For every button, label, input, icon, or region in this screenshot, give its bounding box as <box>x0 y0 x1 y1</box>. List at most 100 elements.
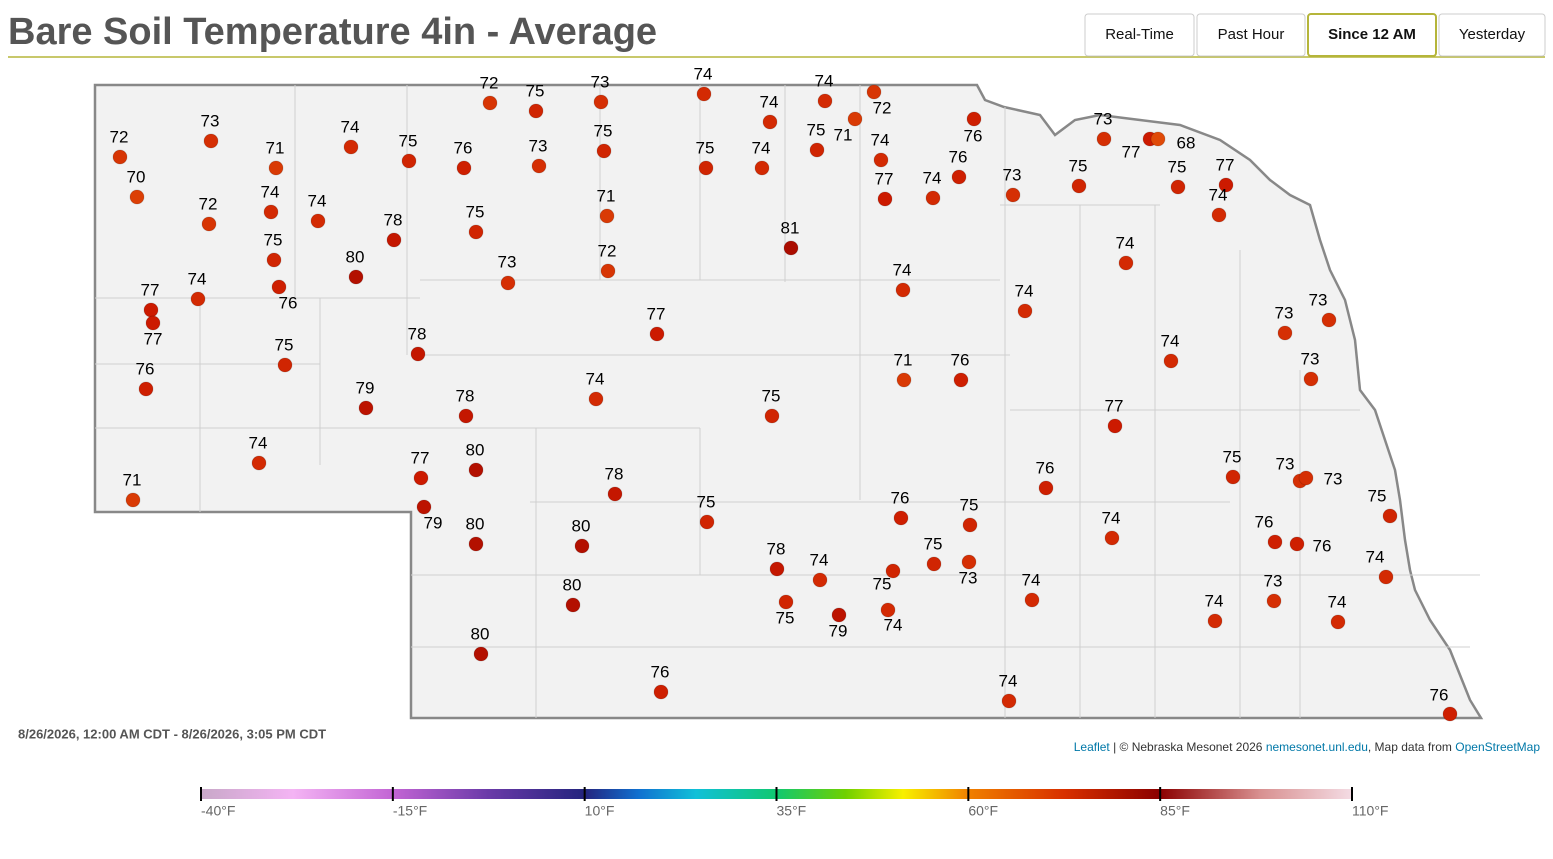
tab-label[interactable]: Past Hour <box>1218 26 1285 43</box>
station-dot[interactable] <box>762 114 778 130</box>
station-dot[interactable] <box>138 381 154 397</box>
osm-link[interactable]: OpenStreetMap <box>1455 740 1540 754</box>
station-dot[interactable] <box>831 607 847 623</box>
station-dot[interactable] <box>925 190 941 206</box>
tab-box[interactable] <box>1438 13 1546 57</box>
station-dot[interactable] <box>698 160 714 176</box>
station-dot[interactable] <box>310 213 326 229</box>
station-dot[interactable] <box>1096 131 1112 147</box>
station-dot[interactable] <box>574 538 590 554</box>
station-dot[interactable] <box>263 204 279 220</box>
station-dot[interactable] <box>778 594 794 610</box>
station-dot[interactable] <box>961 554 977 570</box>
station-dot[interactable] <box>129 189 145 205</box>
station-dot[interactable] <box>896 372 912 388</box>
station-dot[interactable] <box>1277 325 1293 341</box>
station-dot[interactable] <box>1071 178 1087 194</box>
station-dot[interactable] <box>885 563 901 579</box>
tab-box[interactable] <box>1307 13 1437 57</box>
station-dot[interactable] <box>358 400 374 416</box>
station-dot[interactable] <box>596 143 612 159</box>
station-dot[interactable] <box>125 492 141 508</box>
station-dot[interactable] <box>1038 480 1054 496</box>
station-dot[interactable] <box>1378 569 1394 585</box>
station-dot[interactable] <box>473 646 489 662</box>
station-dot[interactable] <box>812 572 828 588</box>
station-dot[interactable] <box>653 684 669 700</box>
station-dot[interactable] <box>482 95 498 111</box>
station-dot[interactable] <box>1001 693 1017 709</box>
station-dot[interactable] <box>190 291 206 307</box>
station-dot[interactable] <box>817 93 833 109</box>
station-dot[interactable] <box>1107 418 1123 434</box>
tab[interactable]: Yesterday <box>1438 13 1546 57</box>
station-dot[interactable] <box>468 224 484 240</box>
station-dot[interactable] <box>599 208 615 224</box>
station-dot[interactable] <box>1170 179 1186 195</box>
station-dot[interactable] <box>600 263 616 279</box>
station-dot[interactable] <box>251 455 267 471</box>
station-dot[interactable] <box>1005 187 1021 203</box>
station-dot[interactable] <box>1289 536 1305 552</box>
station-dot[interactable] <box>1225 469 1241 485</box>
station-dot[interactable] <box>696 86 712 102</box>
station-dot[interactable] <box>410 346 426 362</box>
station-dot[interactable] <box>1442 706 1458 722</box>
station-dot[interactable] <box>266 252 282 268</box>
station-dot[interactable] <box>1163 353 1179 369</box>
station-dot[interactable] <box>468 536 484 552</box>
tab-box[interactable] <box>1084 13 1195 57</box>
station-dot[interactable] <box>565 597 581 613</box>
station-dot[interactable] <box>468 462 484 478</box>
station-dot[interactable] <box>528 103 544 119</box>
station-dot[interactable] <box>754 160 770 176</box>
leaflet-link[interactable]: Leaflet <box>1073 740 1110 754</box>
station-dot[interactable] <box>893 510 909 526</box>
station-dot[interactable] <box>1118 255 1134 271</box>
station-dot[interactable] <box>1211 207 1227 223</box>
station-dot[interactable] <box>1330 614 1346 630</box>
station-dot[interactable] <box>1298 470 1314 486</box>
station-dot[interactable] <box>203 133 219 149</box>
station-dot[interactable] <box>416 499 432 515</box>
tab[interactable]: Past Hour <box>1196 13 1306 57</box>
station-dot[interactable] <box>593 94 609 110</box>
station-dot[interactable] <box>880 602 896 618</box>
station-dot[interactable] <box>413 470 429 486</box>
station-dot[interactable] <box>764 408 780 424</box>
station-dot[interactable] <box>271 279 287 295</box>
station-dot[interactable] <box>201 216 217 232</box>
tab[interactable]: Since 12 AM <box>1307 13 1437 57</box>
station-dot[interactable] <box>143 302 159 318</box>
station-dot[interactable] <box>145 315 161 331</box>
station-dot[interactable] <box>1382 508 1398 524</box>
station-dot[interactable] <box>531 158 547 174</box>
station-dot[interactable] <box>1017 303 1033 319</box>
station-dot[interactable] <box>962 517 978 533</box>
station-dot[interactable] <box>966 111 982 127</box>
station-dot[interactable] <box>809 142 825 158</box>
station-dot[interactable] <box>926 556 942 572</box>
station-dot[interactable] <box>1218 177 1234 193</box>
station-dot[interactable] <box>1303 371 1319 387</box>
station-dot[interactable] <box>1150 131 1166 147</box>
station-dot[interactable] <box>1321 312 1337 328</box>
station-dot[interactable] <box>386 232 402 248</box>
station-dot[interactable] <box>456 160 472 176</box>
station-dot[interactable] <box>847 111 863 127</box>
station-dot[interactable] <box>348 269 364 285</box>
station-dot[interactable] <box>783 240 799 256</box>
station-dot[interactable] <box>877 191 893 207</box>
station-dot[interactable] <box>1207 613 1223 629</box>
tab[interactable]: Real-Time <box>1084 13 1195 57</box>
station-dot[interactable] <box>951 169 967 185</box>
tab-label[interactable]: Yesterday <box>1459 26 1526 43</box>
station-dot[interactable] <box>112 149 128 165</box>
tab-box[interactable] <box>1196 13 1306 57</box>
station-dot[interactable] <box>873 152 889 168</box>
station-dot[interactable] <box>1104 530 1120 546</box>
station-dot[interactable] <box>1266 593 1282 609</box>
station-dot[interactable] <box>895 282 911 298</box>
tab-label[interactable]: Since 12 AM <box>1328 26 1416 43</box>
station-dot[interactable] <box>866 84 882 100</box>
